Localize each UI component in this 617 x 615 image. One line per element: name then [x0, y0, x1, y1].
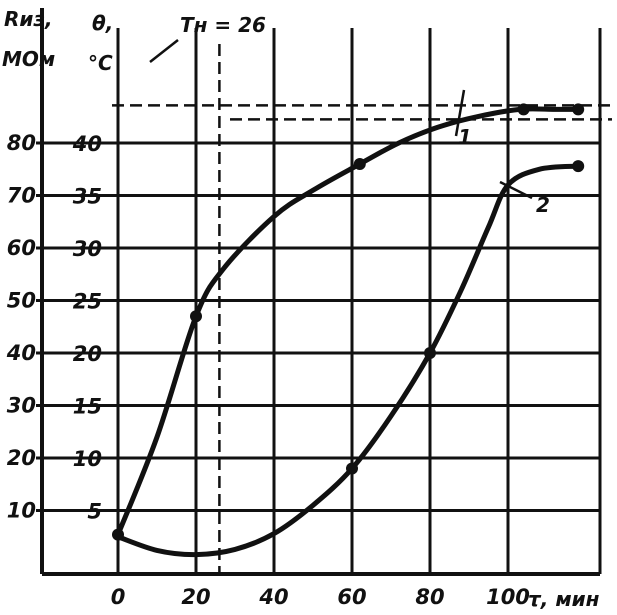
y-left-label-line1: Rиз, — [4, 7, 53, 31]
curve-1-label: 1 — [458, 125, 472, 149]
markers — [112, 103, 585, 541]
y-right-label-line2: °C — [88, 51, 113, 75]
right-tick-30: 30 — [73, 237, 102, 261]
right-tick-5: 5 — [87, 500, 102, 524]
left-tick-70: 70 — [7, 184, 36, 208]
right-tick-40: 40 — [72, 132, 102, 156]
left-tick-80: 80 — [7, 131, 36, 155]
right-tick-35: 35 — [73, 185, 102, 209]
x-tick-80: 80 — [415, 585, 444, 609]
tn-leader — [149, 39, 179, 63]
left-tick-50: 50 — [7, 289, 36, 313]
right-tick-15: 15 — [73, 395, 102, 419]
series-1-point-0 — [112, 528, 124, 541]
y-left-label-line2: МОм — [2, 47, 55, 71]
left-tick-10: 10 — [7, 499, 36, 523]
left-tick-labels: 10 20 30 40 50 60 70 80 — [6, 131, 48, 523]
y-right-label-line1: θ, — [92, 11, 113, 35]
series-2-point-7 — [572, 160, 585, 173]
series-1-point-3 — [517, 103, 530, 116]
right-tick-10: 10 — [73, 447, 102, 471]
x-tick-labels: 0 20 40 60 80 100 — [111, 585, 530, 609]
curve-1-leader — [454, 89, 466, 137]
x-tick-100: 100 — [486, 585, 530, 609]
right-tick-25: 25 — [73, 290, 102, 314]
right-tick-labels: 5 10 15 20 25 30 35 40 — [72, 132, 102, 524]
series-1-point-4 — [572, 103, 585, 116]
axes — [40, 8, 600, 576]
series-2-point-6 — [346, 462, 358, 475]
series-2-line — [115, 163, 581, 558]
left-tick-40: 40 — [6, 341, 36, 365]
x-axis-label: τ, мин — [528, 587, 600, 611]
right-tick-20: 20 — [73, 342, 102, 366]
left-tick-60: 60 — [7, 236, 36, 260]
series-1-point-2 — [353, 158, 366, 170]
series-1-point-1 — [190, 310, 202, 323]
left-tick-30: 30 — [7, 394, 36, 418]
x-tick-40: 40 — [258, 585, 288, 609]
dashed-guides — [112, 39, 612, 574]
curve-2-label: 2 — [536, 193, 550, 217]
x-tick-0: 0 — [111, 585, 126, 609]
x-tick-60: 60 — [337, 585, 366, 609]
left-tick-20: 20 — [7, 446, 36, 470]
series-2-point-5 — [424, 347, 436, 359]
annotation-tn: Tн = 26 — [180, 13, 266, 37]
x-tick-20: 20 — [181, 585, 210, 609]
